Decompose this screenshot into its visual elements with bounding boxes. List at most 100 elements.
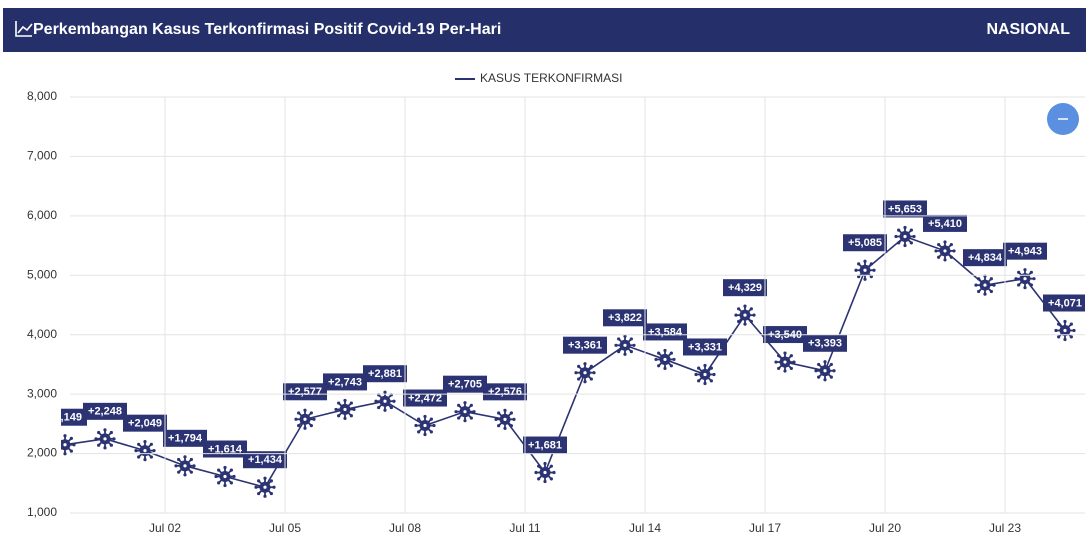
marker-tip [177,470,181,474]
marker-tip [103,446,107,450]
virus-marker [654,348,676,371]
marker-tip [783,369,787,373]
value-label-box [603,309,647,327]
marker-tip [669,364,673,368]
marker-tip [1023,286,1027,290]
marker-tip [457,403,461,407]
marker-tip [1057,322,1061,326]
marker-tip [312,417,316,421]
marker-tip [63,434,67,438]
marker-tip [423,432,427,437]
marker-dot [103,437,107,441]
marker-tip [374,399,378,403]
marker-tip [69,436,73,440]
marker-tip [109,443,113,447]
marker-tip [494,417,498,421]
value-label-box [83,402,127,420]
marker-tip [823,378,827,382]
marker-tip [734,313,738,317]
value-label-box [243,451,287,469]
marker-tip [869,274,873,279]
marker-tip [549,464,553,468]
value-label: +4,071 [1048,297,1082,309]
marker-tip [463,419,467,423]
marker-tip [543,461,547,466]
marker-dot [503,417,507,421]
marker-tip [463,401,467,405]
virus-marker [934,240,956,262]
x-tick-label: Jul 02 [149,521,181,535]
marker-tip [1057,335,1061,339]
marker-tip [183,473,187,477]
marker-tip [709,379,713,383]
value-label-box [443,375,487,393]
marker-dot [783,360,787,364]
marker-tip [943,258,947,262]
marker-tip [103,428,107,432]
marker-dot [663,357,667,362]
marker-tip [817,375,821,379]
value-label-box [483,383,527,401]
marker-tip [377,405,381,410]
marker-tip [614,343,618,347]
marker-tip [869,262,873,266]
marker-tip [174,464,178,468]
marker-tip [189,457,193,462]
marker-tip [294,417,298,421]
value-label-box [61,408,87,426]
marker-tip [257,491,261,496]
marker-tip [503,426,507,430]
marker-tip [309,411,313,415]
value-label: +4,329 [728,282,762,294]
marker-tip [617,350,621,354]
marker-tip [337,414,341,418]
marker-tip [589,364,593,368]
marker-tip [303,426,307,430]
marker-dot [583,371,587,375]
marker-tip [503,408,507,412]
value-label-box [1043,294,1085,312]
x-tick-label: Jul 05 [269,521,301,535]
virus-marker [894,225,916,248]
marker-dot [743,313,747,317]
value-label-box [643,323,687,341]
marker-tip [69,449,73,453]
marker-dot [1023,277,1027,281]
value-label: +2,049 [128,418,162,430]
marker-dot [823,369,827,373]
marker-tip [752,313,756,317]
marker-dot [463,410,467,414]
marker-tip [1054,328,1058,333]
marker-tip [254,485,258,489]
virus-marker [214,465,236,488]
marker-dot [903,234,907,239]
chart-title: Perkembangan Kasus Terkonfirmasi Positif… [33,21,501,38]
marker-dot [703,372,707,377]
marker-tip [1069,322,1073,326]
value-label: +3,584 [648,326,683,338]
x-tick-label: Jul 23 [989,521,1021,535]
marker-tip [349,401,353,405]
marker-tip [549,477,553,481]
virus-marker [814,360,836,382]
marker-tip [774,360,778,364]
value-label-box [283,383,327,401]
marker-tip [189,470,193,474]
marker-dot [63,443,67,447]
marker-tip [817,362,821,367]
marker-dot [263,485,267,489]
marker-tip [423,414,427,419]
virus-marker [854,259,876,281]
marker-tip [934,249,938,253]
marker-tip [663,366,667,371]
marker-tip [857,274,861,279]
marker-tip [632,343,636,347]
value-label-box [843,234,887,252]
marker-dot [863,268,867,272]
marker-dot [303,417,307,421]
marker-dot [543,470,547,475]
marker-tip [217,468,221,472]
marker-tip [872,268,876,272]
marker-tip [192,464,196,468]
x-tick-label: Jul 17 [749,521,781,535]
